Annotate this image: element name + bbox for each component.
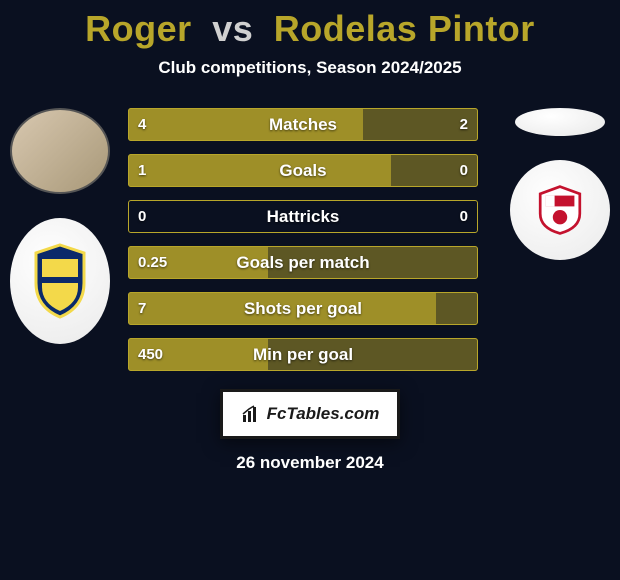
stat-value-left: 1 (138, 162, 146, 179)
stat-label: Goals per match (128, 253, 478, 273)
title-vs: vs (212, 8, 253, 49)
stat-row: Min per goal450 (128, 338, 478, 371)
player1-club-badge (10, 218, 110, 344)
stat-label: Shots per goal (128, 299, 478, 319)
stat-value-left: 450 (138, 346, 163, 363)
stat-value-right: 2 (460, 116, 468, 133)
player1-avatar (10, 108, 110, 194)
date-line: 26 november 2024 (236, 453, 383, 473)
stat-row: Hattricks0 0 (128, 200, 478, 233)
stats-bars: Matches42Goals10Hattricks00Goals per mat… (120, 108, 500, 371)
left-side-column (0, 108, 120, 344)
stat-label: Goals (128, 161, 478, 181)
stat-label: Hattricks (128, 207, 478, 227)
content-root: Roger vs Rodelas Pintor Club competition… (0, 0, 620, 580)
player2-club-badge (510, 160, 610, 260)
chart-icon (241, 404, 261, 424)
main-area: Matches42Goals10Hattricks00Goals per mat… (0, 108, 620, 371)
granada-shield-icon (533, 183, 587, 237)
right-side-column (500, 108, 620, 260)
stat-label: Min per goal (128, 345, 478, 365)
page-title: Roger vs Rodelas Pintor (85, 8, 535, 50)
stat-value-left: 0.25 (138, 254, 167, 271)
stat-row: Goals1 0 (128, 154, 478, 187)
stat-value-left: 7 (138, 300, 146, 317)
stat-value-right: 0 (460, 162, 468, 179)
player2-avatar-empty (515, 108, 605, 136)
stat-value-right: 0 (460, 208, 468, 225)
stat-row: Shots per goal7 (128, 292, 478, 325)
stat-row: Goals per match0.25 (128, 246, 478, 279)
stat-value-left: 0 (138, 208, 146, 225)
brand-badge[interactable]: FcTables.com (220, 389, 400, 439)
stat-label: Matches (128, 115, 478, 135)
title-player2: Rodelas Pintor (274, 8, 535, 49)
stat-value-left: 4 (138, 116, 146, 133)
title-player1: Roger (85, 8, 192, 49)
brand-label: FcTables.com (267, 404, 380, 424)
stat-row: Matches4 2 (128, 108, 478, 141)
subtitle: Club competitions, Season 2024/2025 (158, 58, 461, 78)
cadiz-shield-icon (30, 243, 90, 319)
